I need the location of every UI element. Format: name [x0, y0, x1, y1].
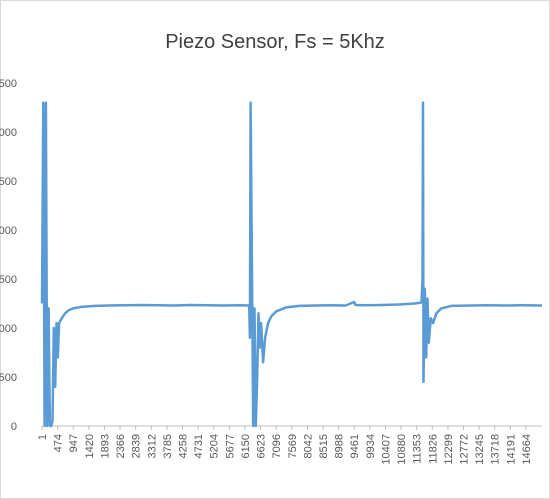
x-tick-label: 7096: [271, 434, 283, 458]
y-tick-label: 2000: [0, 225, 17, 237]
x-tick-label: 12299: [443, 434, 455, 465]
x-tick-label: 9461: [349, 434, 361, 458]
x-tick-label: 11826: [427, 434, 439, 464]
x-tick-label: 2366: [115, 434, 127, 458]
x-tick-label: 13245: [474, 434, 486, 465]
x-tick-label: 1893: [99, 434, 111, 458]
x-tick-label: 10880: [396, 434, 408, 465]
x-tick-label: 11353: [412, 434, 424, 464]
x-tick-label: 474: [53, 434, 65, 452]
x-tick-label: 5677: [224, 434, 236, 458]
x-tick-label: 3785: [162, 434, 174, 458]
x-tick-label: 8988: [334, 434, 346, 458]
x-tick-label: 947: [68, 434, 80, 452]
x-tick-label: 10407: [380, 434, 392, 465]
x-tick-label: 4731: [193, 434, 205, 458]
x-tick-label: 6623: [256, 434, 268, 458]
x-tick-label: 2839: [131, 434, 143, 458]
x-tick-label: 9934: [365, 434, 377, 458]
y-tick-label: 500: [0, 372, 17, 384]
chart-title: Piezo Sensor, Fs = 5Khz: [165, 31, 385, 53]
x-tick-label: 3312: [146, 434, 158, 458]
x-tick-label: 6150: [240, 434, 252, 458]
y-tick-label: 2500: [0, 176, 17, 188]
x-tick-label: 14191: [505, 434, 517, 465]
x-tick-label: 5204: [209, 434, 221, 458]
y-tick-label: 1500: [0, 274, 17, 286]
x-tick-label: 7569: [287, 434, 299, 458]
x-tick-label: 8515: [318, 434, 330, 458]
y-tick-label: 3500: [0, 78, 17, 90]
x-tick-label: 12772: [459, 434, 471, 465]
x-tick-label: 4258: [178, 434, 190, 458]
y-tick-label: 0: [11, 421, 17, 433]
x-tick-label: 8042: [302, 434, 314, 458]
x-tick-label: 1420: [84, 434, 96, 458]
x-tick-label: 1: [37, 434, 49, 440]
y-tick-label: 3000: [0, 127, 17, 139]
y-tick-label: 1000: [0, 323, 17, 335]
x-tick-label: 13718: [490, 434, 502, 465]
data-line: [40, 101, 543, 428]
x-tick-label: 14664: [521, 434, 533, 465]
